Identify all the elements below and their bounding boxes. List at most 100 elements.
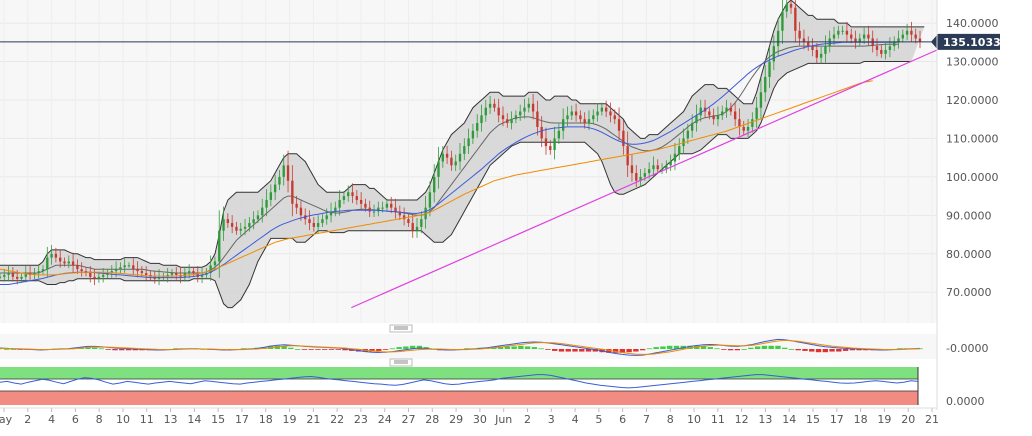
candle-body: [893, 42, 896, 47]
candle-body: [536, 111, 539, 127]
macd-histogram-bar: [795, 349, 801, 351]
macd-histogram-bar: [558, 349, 565, 352]
macd-panel-background[interactable]: [0, 334, 937, 359]
macd-histogram-bar: [524, 346, 531, 349]
candle-body: [476, 123, 479, 131]
candle-body: [579, 115, 582, 120]
oscillator-overbought-zone: [0, 367, 918, 379]
candle-body: [50, 253, 53, 258]
candle-body: [239, 228, 242, 231]
candle-body: [119, 267, 122, 270]
candle-body: [11, 273, 15, 277]
candle-body: [325, 215, 328, 220]
macd-histogram-bar: [700, 346, 707, 349]
candle-body: [132, 265, 135, 270]
macd-histogram-bar: [294, 349, 301, 350]
candle-body: [850, 34, 853, 39]
bollinger-upper-line: [0, 0, 925, 268]
candle-body: [746, 126, 750, 131]
moving-average-orange: [0, 80, 873, 277]
candle-body: [420, 219, 423, 227]
candle-body: [867, 34, 870, 39]
candle-body: [837, 30, 840, 35]
candle-body: [798, 30, 801, 39]
candle-body: [841, 30, 844, 32]
macd-histogram-bar: [335, 349, 341, 350]
candle-body: [501, 115, 505, 120]
candle-body: [905, 30, 909, 35]
x-tick-label: 11: [711, 413, 725, 426]
x-tick-label: 17: [830, 413, 844, 426]
candle-body: [776, 30, 780, 47]
candle-body: [329, 211, 333, 216]
x-tick-label: 12: [735, 413, 749, 426]
candle-body: [639, 176, 642, 181]
macd-histogram-bar: [274, 345, 281, 349]
macd-histogram-bar: [396, 347, 402, 349]
candle-body: [411, 223, 414, 231]
macd-histogram-bar: [531, 347, 538, 349]
candle-body: [80, 269, 83, 272]
candle-body: [37, 271, 40, 274]
candle-body: [652, 165, 655, 170]
macd-histogram-bar: [646, 348, 653, 350]
x-tick-label: 17: [235, 413, 249, 426]
candle-body: [488, 103, 492, 108]
candle-body: [71, 261, 75, 266]
candle-body: [114, 269, 118, 272]
candle-body: [110, 271, 113, 274]
macd-histogram-bar: [782, 347, 788, 349]
macd-histogram-bar: [592, 349, 598, 352]
candle-body: [355, 196, 358, 200]
x-axis-labels: lay246810111314151718192122232427282930J…: [0, 408, 939, 426]
y-tick-label: 70.0000: [946, 286, 992, 299]
candle-body: [261, 207, 264, 216]
candle-body: [665, 165, 668, 170]
x-tick-label: 15: [806, 413, 820, 426]
candle-body: [97, 276, 101, 279]
candle-body: [308, 219, 311, 224]
candle-body: [686, 130, 690, 139]
panel-resize-handle-2[interactable]: [389, 358, 413, 367]
macd-histogram-bar: [369, 349, 375, 352]
candle-body: [858, 38, 861, 43]
macd-histogram-bar: [538, 348, 544, 350]
candle-body: [286, 165, 290, 181]
candle-body: [433, 176, 436, 193]
macd-histogram-bar: [301, 349, 308, 350]
candle-body: [170, 273, 174, 275]
macd-histogram-bar: [173, 348, 179, 350]
candle-body: [553, 138, 556, 150]
y-tick-label: 130.0000: [946, 56, 999, 69]
candle-body: [67, 261, 70, 264]
macd-histogram-bar: [518, 345, 524, 349]
candle-body: [226, 219, 230, 224]
candle-body: [428, 192, 432, 208]
candle-body: [463, 146, 466, 154]
candle-body: [811, 46, 814, 50]
candle-body: [514, 115, 518, 120]
macd-indicator: [0, 338, 923, 356]
x-tick-label: 13: [758, 413, 772, 426]
candle-body: [407, 219, 410, 224]
x-tick-label: 10: [687, 413, 701, 426]
candle-body: [46, 257, 49, 270]
macd-histogram-bar: [768, 345, 774, 349]
candle-body: [278, 176, 281, 185]
candle-body: [721, 111, 724, 116]
price-candles: [0, 0, 922, 286]
candle-body: [89, 273, 92, 277]
current-price-line: 135.10339: [0, 33, 1008, 50]
bollinger-middle-line: [0, 43, 899, 274]
y-tick-label: 120.0000: [946, 94, 999, 107]
macd-histogram-bar: [606, 349, 612, 353]
candle-body: [592, 115, 595, 120]
candle-body: [338, 199, 341, 208]
candle-body: [102, 274, 105, 277]
candle-body: [527, 103, 530, 108]
macd-histogram-bar: [389, 348, 396, 350]
candle-body: [914, 34, 917, 39]
panel-resize-handle-1[interactable]: [389, 324, 413, 333]
candle-body: [295, 203, 298, 208]
